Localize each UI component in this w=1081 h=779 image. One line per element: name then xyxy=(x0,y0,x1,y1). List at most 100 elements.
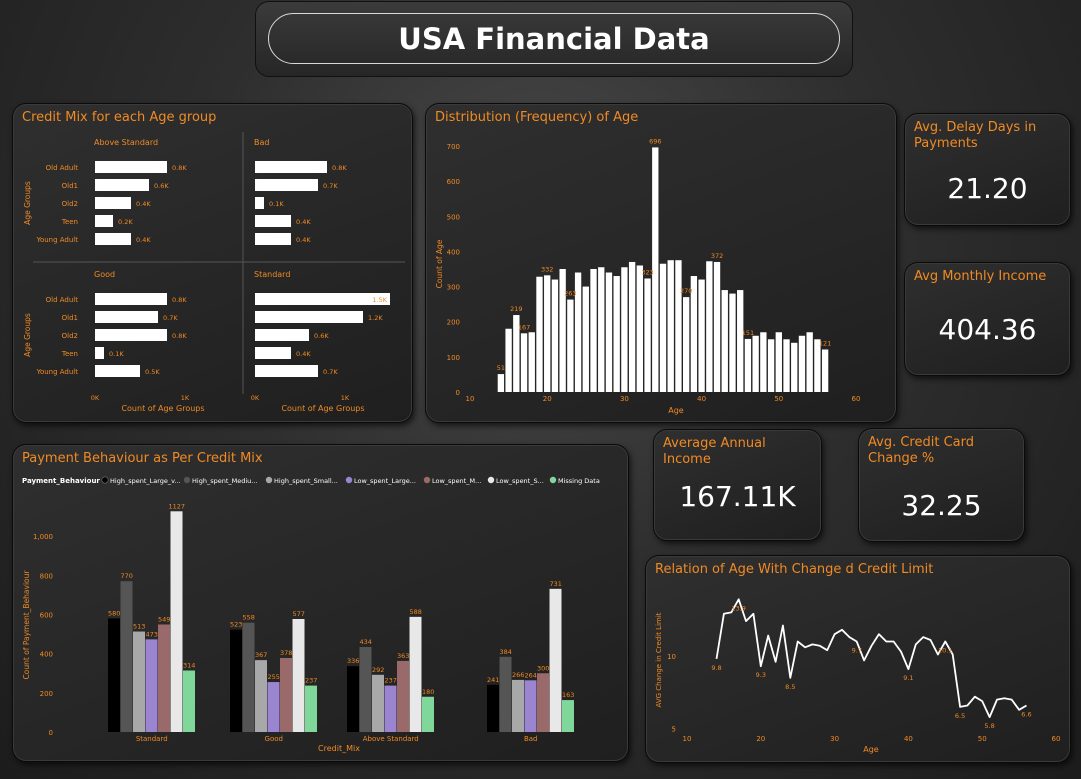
x-tick-label: 0K xyxy=(91,394,100,402)
bar xyxy=(621,267,628,392)
y-axis-title: Age Groups xyxy=(23,181,32,225)
data-label: 372 xyxy=(711,252,723,260)
x-tick-label: 30 xyxy=(620,395,629,403)
data-label: 1127 xyxy=(168,502,185,510)
legend-swatch xyxy=(265,476,273,484)
data-label: 1.2K xyxy=(368,314,383,322)
x-tick-label: Good xyxy=(265,735,283,743)
y-axis-title: AVG Change in Credit Limit xyxy=(655,612,663,707)
x-axis-title: Age xyxy=(863,745,879,754)
x-tick-label: 0K xyxy=(251,394,260,402)
legend-swatch xyxy=(487,476,495,484)
data-label: 167 xyxy=(518,323,530,331)
data-label: 549 xyxy=(158,615,170,623)
bar xyxy=(422,696,434,732)
x-tick-label: 60 xyxy=(1052,735,1061,743)
legend-label: High_spent_Small... xyxy=(274,477,338,485)
bar xyxy=(95,161,167,173)
bar xyxy=(372,674,384,732)
bar xyxy=(397,660,409,732)
data-label: 473 xyxy=(146,630,158,638)
y-tick-label: 1,000 xyxy=(33,533,53,541)
category-label: Young Adult xyxy=(36,368,79,376)
avg-delay-value: 21.20 xyxy=(947,172,1028,205)
bar xyxy=(255,293,390,305)
data-label: 6.5 xyxy=(955,712,965,720)
legend-label: Low_spent_M... xyxy=(432,477,481,485)
legend-label: High_spent_Large_v... xyxy=(110,477,181,485)
bar xyxy=(505,328,512,392)
data-label: 5.8 xyxy=(984,722,994,730)
bar xyxy=(605,272,613,392)
x-axis-title: Count of Age Groups xyxy=(121,404,204,413)
data-label: 237 xyxy=(385,677,397,685)
bar xyxy=(636,265,644,392)
bar xyxy=(567,299,574,392)
data-label: 51 xyxy=(497,364,505,372)
bar xyxy=(528,332,535,392)
data-label: 0.5K xyxy=(145,368,160,376)
category-label: Young Adult xyxy=(36,236,79,244)
data-label: 1.5K xyxy=(372,296,387,304)
age-credit-limit-title: Relation of Age With Change d Credit Lim… xyxy=(655,562,934,577)
data-label: 0.4K xyxy=(296,218,311,226)
avg-delay-card: Avg. Delay Days in Payments 21.20 xyxy=(904,113,1071,226)
data-label: 9.7 xyxy=(852,646,862,654)
bar xyxy=(675,260,682,392)
bar xyxy=(682,297,690,392)
bar xyxy=(721,290,728,392)
data-label: 336 xyxy=(347,657,359,665)
bar xyxy=(384,685,397,732)
avg-annual-income-title: Average Annual Income xyxy=(663,436,766,467)
data-label: 696 xyxy=(649,137,661,145)
data-label: 0.1K xyxy=(109,350,124,358)
data-label: 0.8K xyxy=(172,296,187,304)
bar xyxy=(255,311,363,323)
bar xyxy=(767,339,775,392)
age-distribution-chart: 0 100 200 300 400 500 600 700 10 20 30 40 50 60 51 219 1… xyxy=(435,137,860,415)
bar xyxy=(305,685,317,732)
category-label: Old1 xyxy=(62,314,78,322)
data-label: 266 xyxy=(512,671,524,679)
bar xyxy=(95,197,131,209)
credit-mix-title: Credit Mix for each Age group xyxy=(22,110,217,125)
x-tick-label: Standard xyxy=(136,735,168,743)
data-label: 121 xyxy=(819,339,831,347)
data-label: 731 xyxy=(550,580,562,588)
facet-title: Above Standard xyxy=(94,138,158,147)
category-label: Old2 xyxy=(62,200,78,208)
y-tick-label: 200 xyxy=(447,319,460,327)
x-tick-label: 1K xyxy=(341,394,350,402)
bar xyxy=(499,656,512,732)
data-label: 8.5 xyxy=(785,683,795,691)
data-label: 10.1 xyxy=(938,646,952,654)
bar xyxy=(706,261,713,392)
data-label: 0.8K xyxy=(172,164,187,172)
avg-monthly-income-card: Avg Monthly Income 404.36 xyxy=(904,262,1071,376)
data-label: 292 xyxy=(372,666,384,674)
bar xyxy=(183,670,195,732)
data-label: 241 xyxy=(487,676,499,684)
data-label: 264 xyxy=(525,671,537,679)
bar xyxy=(255,233,291,245)
avg-monthly-income-title: Avg Monthly Income xyxy=(914,269,1047,284)
bar xyxy=(744,338,752,392)
data-label: 558 xyxy=(243,614,255,622)
bar xyxy=(255,197,264,209)
data-label: 513 xyxy=(133,623,145,631)
category-label: Old2 xyxy=(62,332,78,340)
bar xyxy=(280,657,292,732)
data-label: 237 xyxy=(305,677,317,685)
bar xyxy=(95,233,131,245)
bar xyxy=(255,161,327,173)
data-label: 0.7K xyxy=(163,314,178,322)
y-tick-label: 0 xyxy=(456,389,460,397)
bar xyxy=(95,293,167,305)
bar xyxy=(255,347,291,359)
x-axis-title: Age xyxy=(668,406,684,415)
legend-swatch xyxy=(101,476,109,484)
y-tick-label: 600 xyxy=(447,178,460,186)
data-label: 580 xyxy=(108,609,120,617)
bar xyxy=(95,215,113,227)
bar xyxy=(108,618,120,732)
